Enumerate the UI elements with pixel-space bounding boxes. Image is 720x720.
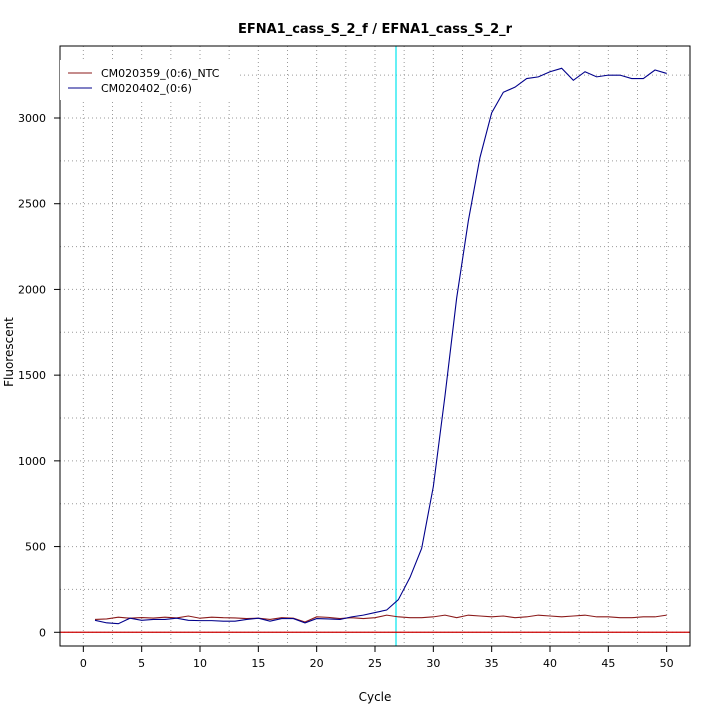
y-tick-label: 1000 xyxy=(18,455,46,468)
y-tick-label: 500 xyxy=(25,541,46,554)
y-tick-label: 3000 xyxy=(18,112,46,125)
x-tick-label: 15 xyxy=(251,657,265,670)
x-tick-label: 50 xyxy=(660,657,674,670)
y-axis: 0 500 1000 1500 2000 2500 3000 xyxy=(18,112,60,639)
y-tick-label: 0 xyxy=(39,626,46,639)
x-tick-label: 35 xyxy=(485,657,499,670)
x-tick-label: 25 xyxy=(368,657,382,670)
y-tick-label: 2000 xyxy=(18,283,46,296)
y-tick-label: 2500 xyxy=(18,198,46,211)
legend: CM020359_(0:6)_NTC CM020402_(0:6) xyxy=(60,60,238,100)
legend-box xyxy=(60,60,238,100)
x-tick-label: 5 xyxy=(138,657,145,670)
series-group xyxy=(94,67,667,625)
y-tick-label: 1500 xyxy=(18,369,46,382)
x-tick-label: 10 xyxy=(193,657,207,670)
x-tick-label: 30 xyxy=(426,657,440,670)
legend-label-sample: CM020402_(0:6) xyxy=(101,82,192,95)
legend-label-ntc: CM020359_(0:6)_NTC xyxy=(101,67,220,80)
grid xyxy=(60,46,690,646)
x-axis-label: Cycle xyxy=(359,690,392,704)
y-axis-label: Fluorescent xyxy=(2,317,16,387)
x-axis: 0 5 10 15 20 25 30 35 40 45 50 xyxy=(80,646,674,670)
series-line-0 xyxy=(94,614,667,623)
x-tick-label: 20 xyxy=(310,657,324,670)
x-tick-label: 0 xyxy=(80,657,87,670)
series-line-1 xyxy=(94,67,667,625)
chart-title: EFNA1_cass_S_2_f / EFNA1_cass_S_2_r xyxy=(238,22,513,37)
x-tick-label: 45 xyxy=(601,657,615,670)
x-tick-label: 40 xyxy=(543,657,557,670)
